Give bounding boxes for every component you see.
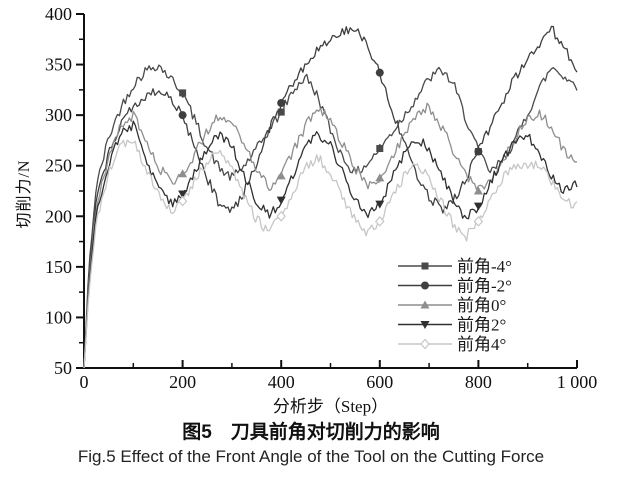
legend-label: 前角4° [457, 335, 506, 354]
series-marker-rake-minus4 [179, 89, 187, 97]
series-marker-rake-0 [473, 186, 483, 195]
y-tick-label: 350 [45, 55, 72, 75]
legend-marker-circle-icon [421, 281, 429, 290]
series-marker-rake-0 [276, 171, 286, 180]
y-tick-label: 300 [45, 105, 72, 125]
series-marker-rake-4 [374, 215, 385, 227]
figure-caption-zh: 图5 刀具前角对切削力的影响 [182, 422, 440, 443]
x-tick-label: 600 [366, 372, 393, 392]
legend-label: 前角2° [457, 316, 506, 335]
series-marker-rake-4 [473, 215, 484, 227]
legend-marker-diamond-open-icon [420, 338, 430, 350]
x-tick-label: 1 000 [557, 372, 598, 392]
legend-label: 前角0° [457, 296, 506, 315]
x-tick-label: 200 [169, 372, 196, 392]
series-marker-rake-2 [375, 200, 385, 209]
series-marker-rake-2 [276, 196, 286, 205]
series-marker-rake-2 [178, 190, 188, 199]
legend-marker-square-icon [421, 262, 429, 270]
series-marker-rake-minus2 [178, 111, 187, 120]
series-marker-rake-0 [178, 169, 188, 178]
legend-label: 前角-4° [457, 257, 512, 276]
legend-item-rake-minus2: 前角-2° [398, 277, 512, 296]
series-line-rake-minus4 [83, 64, 578, 369]
x-axis-title: 分析步（Step） [272, 397, 389, 416]
legend-item-rake-2: 前角2° [398, 316, 506, 335]
series-marker-rake-2 [473, 202, 483, 211]
legend-label: 前角-2° [457, 277, 512, 296]
y-tick-label: 200 [45, 206, 72, 226]
series-line-rake-2 [83, 120, 578, 369]
series-line-rake-minus2 [83, 25, 578, 369]
y-axis-title: 切削力/N [16, 159, 33, 229]
series-line-rake-0 [83, 102, 578, 369]
legend-item-rake-minus4: 前角-4° [398, 257, 512, 276]
y-tick-label: 50 [54, 358, 72, 378]
series-marker-rake-minus4 [277, 108, 285, 116]
legend-marker-triangle-up-icon [420, 300, 430, 309]
series-marker-rake-0 [375, 173, 385, 182]
cutting-force-chart: 50 100 150 200 250 300 350 400 0 200 400 600 800 1 00… [45, 4, 597, 392]
series-marker-rake-4 [276, 210, 287, 222]
y-tick-label: 400 [45, 4, 72, 24]
legend-item-rake-4: 前角4° [398, 335, 506, 354]
series-marker-rake-minus2 [474, 147, 483, 156]
legend-marker-triangle-down-icon [420, 321, 430, 329]
series-line-rake-4 [83, 139, 578, 369]
axes: 50 100 150 200 250 300 350 400 0 200 400 600 800 1 00… [45, 4, 597, 392]
figure-caption-en: Fig.5 Effect of the Front Angle of the T… [77, 447, 545, 466]
y-tick-label: 150 [45, 257, 72, 277]
series-marker-rake-4 [177, 195, 188, 207]
legend-item-rake-0: 前角0° [398, 296, 506, 315]
x-tick-label: 800 [465, 372, 492, 392]
series-marker-rake-minus2 [375, 68, 384, 77]
y-tick-label: 250 [45, 156, 72, 176]
x-tick-label: 400 [268, 372, 295, 392]
legend: 前角-4°前角-2°前角0°前角2°前角4° [398, 257, 512, 354]
series-marker-rake-minus2 [277, 99, 286, 108]
y-tick-label: 100 [45, 307, 72, 327]
series-marker-rake-minus4 [376, 145, 384, 153]
x-tick-label: 0 [80, 372, 89, 392]
